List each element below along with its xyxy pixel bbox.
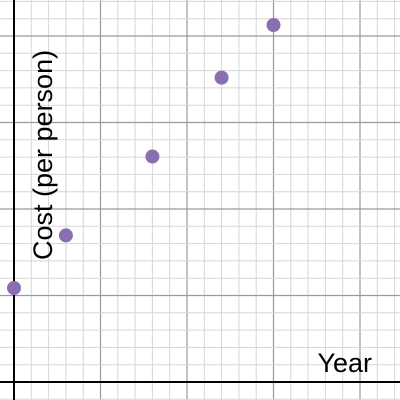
points <box>7 18 281 295</box>
x-axis-label: Year <box>317 348 372 378</box>
data-point <box>266 18 281 33</box>
data-point <box>58 228 73 243</box>
data-point <box>145 149 160 164</box>
data-point <box>7 281 21 295</box>
data-point <box>214 70 229 85</box>
y-axis-label: Cost (per person) <box>28 50 58 260</box>
